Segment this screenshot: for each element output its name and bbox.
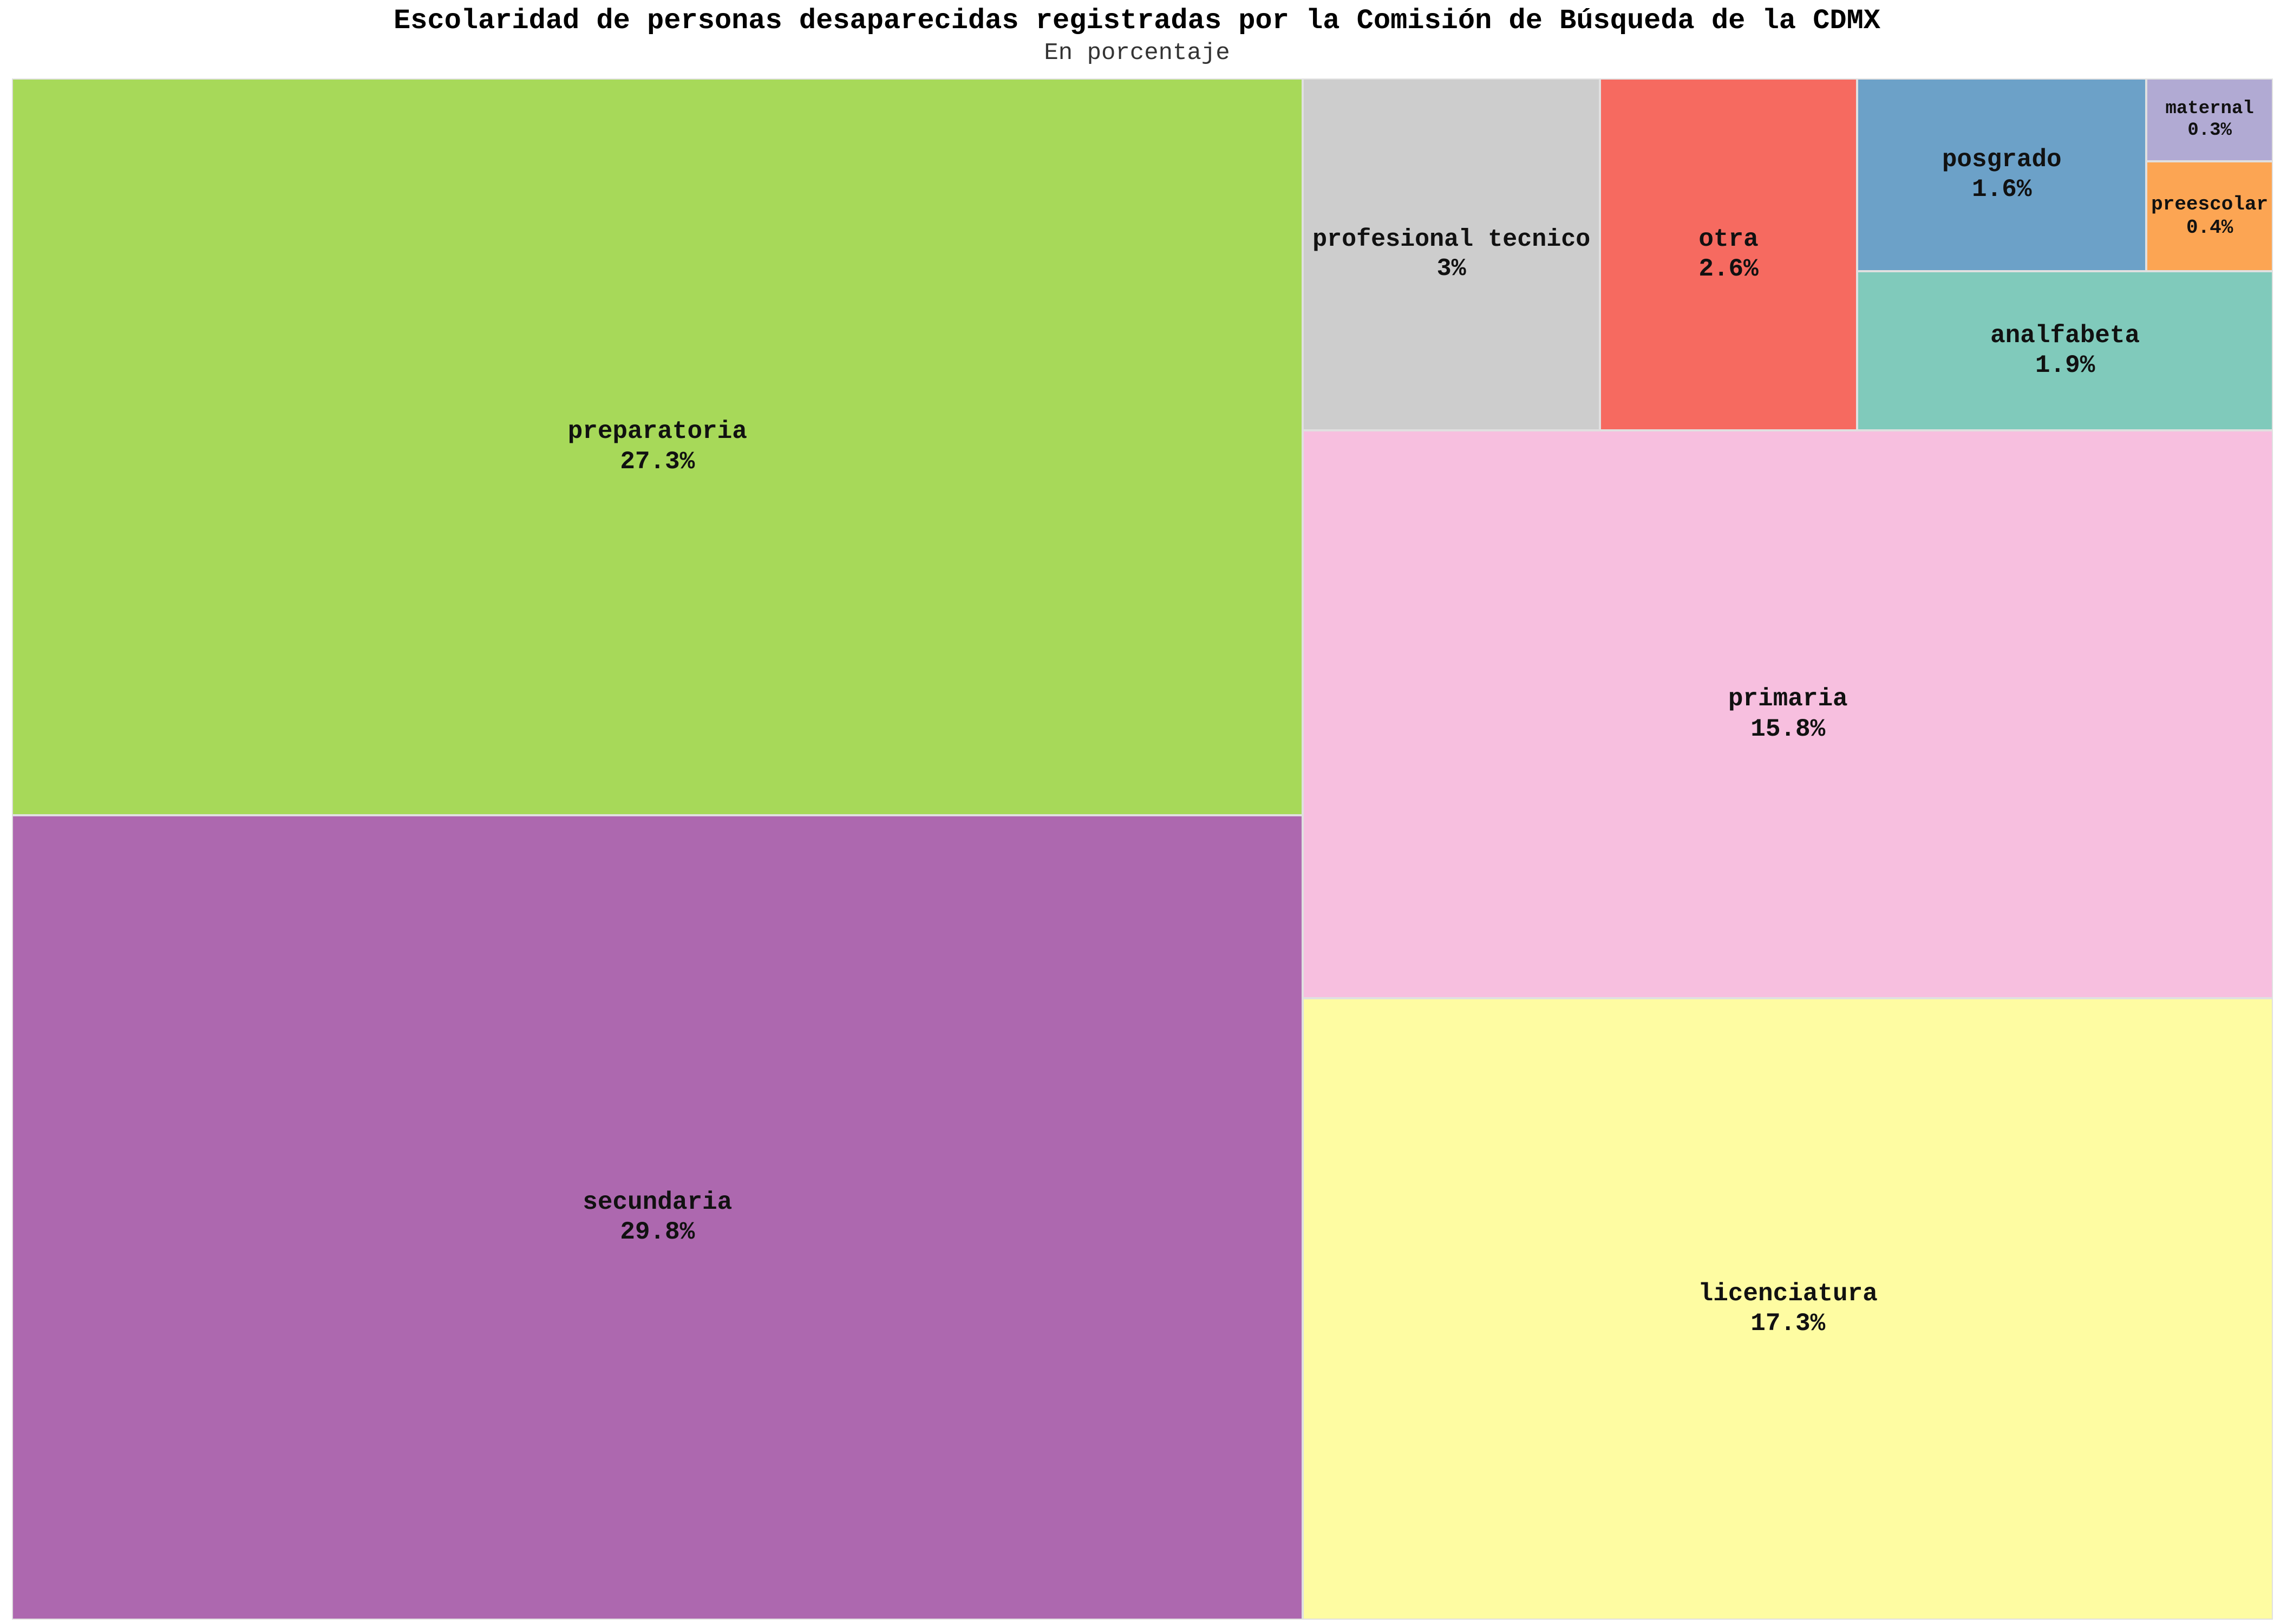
tile-value: 3% [1436,255,1466,283]
tile-value: 0.4% [2186,217,2233,239]
chart-subtitle: En porcentaje [1044,40,1230,67]
tile-value: 17.3% [1750,1309,1826,1338]
tile-label: analfabeta [1990,322,2140,350]
tile-label: preescolar [2151,193,2269,216]
treemap-tile-primaria: primaria 15.8% [1303,430,2273,998]
tile-label: secundaria [583,1188,733,1216]
tile-value: 1.6% [1972,175,2032,204]
tile-value: 27.3% [620,447,695,476]
tile-label: primaria [1728,685,1848,713]
tile-label: preparatoria [567,417,747,446]
tile-label: maternal [2165,98,2254,119]
tile-label: posgrado [1942,145,2062,174]
tile-value: 29.8% [620,1218,695,1247]
tile-label: licenciatura [1698,1279,1878,1308]
treemap-tile-otra: otra 2.6% [1599,78,1858,431]
chart-title: Escolaridad de personas desaparecidas re… [393,5,1881,37]
tile-value: 0.3% [2187,120,2232,141]
treemap-tile-posgrado: posgrado 1.6% [1857,78,2147,272]
treemap-chart: secundaria 29.8% preparatoria 27.3% licencia… [12,78,2273,1620]
tile-value: 1.9% [2035,351,2095,380]
treemap-tile-preescolar: preescolar 0.4% [2146,161,2273,272]
treemap-tile-preparatoria: preparatoria 27.3% [12,78,1303,816]
tile-label: otra [1698,225,1759,253]
treemap-tile-analfabeta: analfabeta 1.9% [1857,271,2273,431]
treemap-tile-maternal: maternal 0.3% [2146,78,2273,161]
treemap-tile-secundaria: secundaria 29.8% [12,815,1303,1620]
treemap-tile-licenciatura: licenciatura 17.3% [1303,998,2273,1620]
tile-value: 2.6% [1698,255,1759,284]
tile-value: 15.8% [1750,715,1826,743]
treemap-tile-profesional-tecnico: profesional tecnico 3% [1303,78,1600,431]
tile-label: profesional tecnico [1312,226,1591,254]
